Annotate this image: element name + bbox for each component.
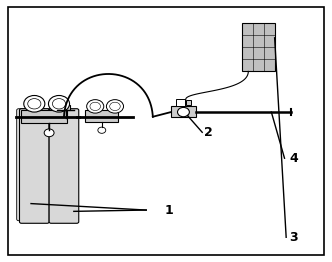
FancyBboxPatch shape xyxy=(43,109,72,221)
Text: 1: 1 xyxy=(164,204,173,217)
Bar xyxy=(52,105,63,110)
Bar xyxy=(186,100,191,105)
Text: 4: 4 xyxy=(290,152,298,165)
Circle shape xyxy=(178,107,189,117)
Text: 2: 2 xyxy=(204,126,212,139)
Circle shape xyxy=(24,95,45,112)
Text: 3: 3 xyxy=(290,231,298,244)
Circle shape xyxy=(44,129,54,137)
Circle shape xyxy=(87,100,104,113)
Bar xyxy=(58,105,70,110)
Bar xyxy=(171,106,196,117)
Circle shape xyxy=(107,100,124,113)
Bar xyxy=(21,110,67,123)
Bar xyxy=(29,105,40,110)
Circle shape xyxy=(48,95,69,112)
FancyBboxPatch shape xyxy=(20,109,49,223)
FancyBboxPatch shape xyxy=(49,109,79,223)
FancyBboxPatch shape xyxy=(17,109,45,221)
Bar xyxy=(176,99,185,106)
Circle shape xyxy=(98,127,106,133)
Bar xyxy=(85,110,118,122)
Bar xyxy=(26,105,37,110)
Bar xyxy=(242,23,275,71)
